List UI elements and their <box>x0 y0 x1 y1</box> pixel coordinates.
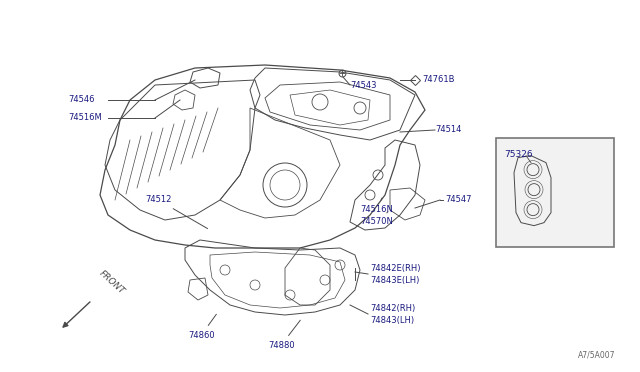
Text: 74842E(RH): 74842E(RH) <box>370 263 420 273</box>
Text: 74570N: 74570N <box>360 212 393 227</box>
Text: A7/5A007: A7/5A007 <box>577 351 615 360</box>
Text: 74516M: 74516M <box>68 113 102 122</box>
Text: 74843(LH): 74843(LH) <box>370 315 414 324</box>
Text: 74514: 74514 <box>435 125 461 135</box>
Text: 74761B: 74761B <box>422 76 454 84</box>
Text: 74516N: 74516N <box>360 198 393 215</box>
Text: 74546: 74546 <box>68 96 95 105</box>
Text: 74843E(LH): 74843E(LH) <box>370 276 419 285</box>
Text: 75326: 75326 <box>504 150 532 158</box>
Text: 74547: 74547 <box>445 196 472 205</box>
Text: 74880: 74880 <box>268 320 300 350</box>
Bar <box>496 138 614 247</box>
Text: 74860: 74860 <box>188 314 216 340</box>
Text: 74543: 74543 <box>350 80 376 90</box>
Text: FRONT: FRONT <box>97 269 126 296</box>
Text: 74512: 74512 <box>145 196 207 229</box>
Text: 74842(RH): 74842(RH) <box>370 304 415 312</box>
